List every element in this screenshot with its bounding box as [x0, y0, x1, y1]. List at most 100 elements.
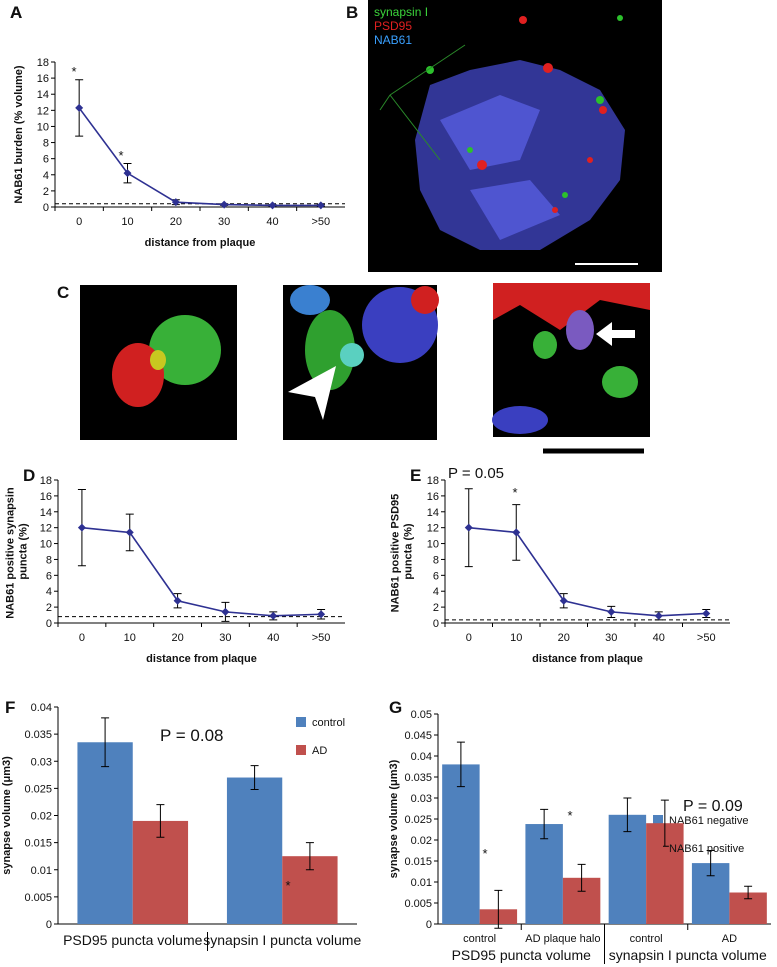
panel-letter: F [5, 698, 15, 717]
nab61-volume [440, 95, 540, 170]
y-tick-label: 0.005 [24, 892, 52, 904]
x-tick-label: 20 [558, 632, 570, 644]
panel-letter: A [10, 3, 22, 22]
data-point [464, 523, 473, 532]
y-tick-label: 0.04 [411, 751, 432, 763]
bar [132, 820, 189, 924]
y-axis-label: NAB61 positive synapsin puncta (%) [4, 484, 29, 619]
y-tick-label: 18 [37, 57, 49, 69]
error-bar [623, 797, 632, 833]
y-tick-label: 14 [427, 507, 439, 519]
x-tick-label: 40 [266, 216, 278, 228]
synapsin-puncta [467, 147, 473, 153]
panel-letter: D [23, 466, 35, 485]
x-tick-label: 10 [124, 632, 136, 644]
y-tick-label: 4 [433, 586, 439, 598]
error-bar [250, 765, 259, 790]
y-tick-label: 0.03 [411, 793, 432, 805]
y-tick-label: 16 [37, 73, 49, 85]
x-axis-label: distance from plaque [532, 653, 643, 665]
synapsin-puncta [533, 331, 557, 359]
data-point [559, 596, 568, 605]
y-tick-label: 0.02 [31, 811, 52, 823]
y-tick-label: 0.005 [404, 898, 432, 910]
legend-swatch [296, 717, 306, 727]
data-point [268, 201, 277, 210]
x-tick-label: >50 [312, 632, 331, 644]
y-tick-label: 14 [37, 89, 49, 101]
legend-swatch [653, 815, 663, 825]
annotation: * [482, 846, 487, 861]
x-tick-label: 30 [219, 632, 231, 644]
error-bar [305, 842, 314, 871]
data-point [702, 609, 711, 618]
annotation: * [71, 64, 76, 79]
x-tick-label: >50 [697, 632, 716, 644]
y-tick-label: 18 [40, 475, 52, 487]
psd95-puncta [587, 157, 593, 163]
y-tick-label: 0.03 [31, 756, 52, 768]
panel-letter: G [389, 698, 402, 717]
x-tick-label: 10 [510, 632, 522, 644]
data-line [81, 526, 322, 617]
synapsin-puncta [617, 15, 623, 21]
y-tick-label: 16 [427, 491, 439, 503]
x-axis-label: distance from plaque [146, 653, 257, 665]
panel-c-images [80, 283, 650, 454]
legend-swatch [653, 843, 663, 853]
y-tick-label: 6 [46, 570, 52, 582]
y-tick-label: 18 [427, 475, 439, 487]
y-tick-label: 2 [433, 602, 439, 614]
error-bar [540, 808, 549, 840]
bar [442, 764, 480, 924]
panel-letter: E [410, 466, 421, 485]
error-bar [706, 850, 715, 877]
arrow [596, 322, 635, 346]
x-tick-label: synapsin I puncta volume [203, 932, 361, 948]
x-tick-label: 10 [121, 216, 133, 228]
y-tick-label: 4 [46, 586, 52, 598]
error-bar [577, 863, 586, 892]
y-tick-label: 0.01 [31, 865, 52, 877]
synapsin-puncta [426, 66, 434, 74]
legend-label: NAB61 [374, 33, 412, 47]
y-tick-label: 0.05 [411, 709, 432, 721]
annotation: * [118, 148, 123, 163]
error-bar [156, 804, 165, 838]
x-tick-label: 30 [218, 216, 230, 228]
data-point [171, 198, 180, 207]
y-tick-label: 8 [43, 138, 49, 150]
data-point [173, 596, 182, 605]
y-tick-label: 0 [43, 202, 49, 214]
x-tick-label: AD plaque halo [525, 933, 600, 945]
data-point [317, 610, 326, 619]
psd95-puncta [543, 63, 553, 73]
psd95-puncta [599, 106, 607, 114]
y-tick-label: 4 [43, 170, 49, 182]
y-tick-label: 12 [40, 523, 52, 535]
bar [226, 777, 283, 924]
y-tick-label: 0.015 [404, 856, 432, 868]
y-tick-label: 8 [46, 554, 52, 566]
nab61-puncta [290, 285, 330, 315]
y-axis-label: NAB61 positive PSD95 puncta (%) [389, 491, 414, 613]
synapsin-puncta [602, 366, 638, 398]
x-tick-label: 30 [605, 632, 617, 644]
y-tick-label: 12 [37, 105, 49, 117]
bar [77, 742, 133, 924]
x-tick-label: >50 [311, 216, 330, 228]
psd95-puncta [493, 283, 650, 330]
y-tick-label: 14 [40, 507, 52, 519]
x-tick-label: 40 [653, 632, 665, 644]
annotation: P = 0.09 [683, 798, 743, 815]
y-tick-label: 0 [433, 618, 439, 630]
data-point [125, 528, 134, 537]
x-tick-label: 20 [170, 216, 182, 228]
data-point [220, 200, 229, 209]
y-tick-label: 12 [427, 523, 439, 535]
legend-label: synapsin I [374, 5, 428, 19]
y-tick-label: 2 [46, 602, 52, 614]
x-tick-label: 20 [171, 632, 183, 644]
bounding-lines [379, 44, 466, 161]
